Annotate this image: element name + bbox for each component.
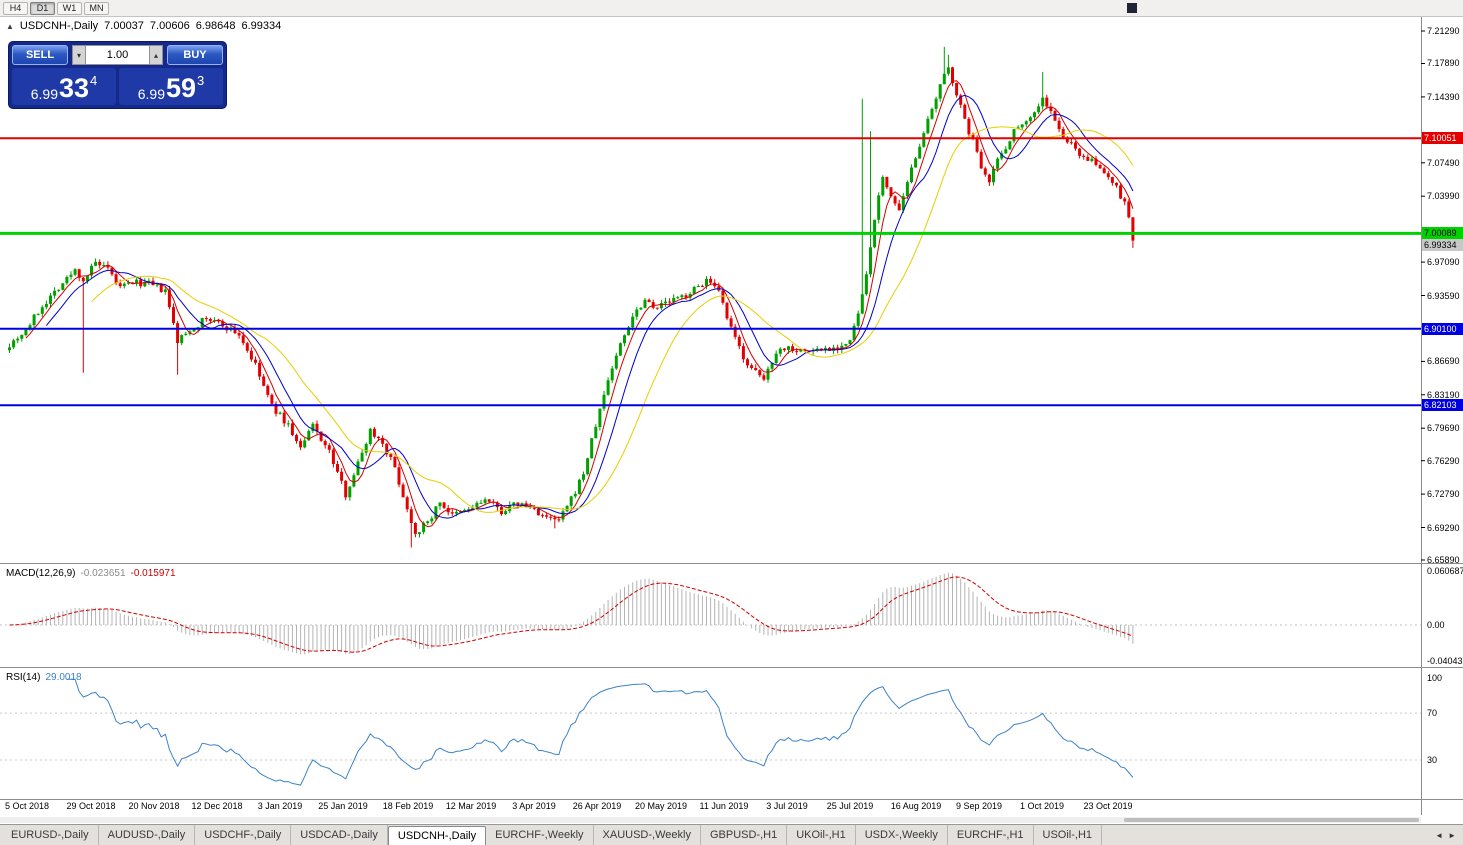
chart-tab-usdcnh-daily[interactable]: USDCNH-,Daily — [387, 826, 487, 845]
buy-price-pip-digit: 3 — [197, 73, 205, 88]
sell-price-display[interactable]: 6.99 33 4 — [12, 68, 116, 105]
symbol-timeframe-label: USDCNH-,Daily — [19, 20, 99, 32]
sell-price-pip-digit: 4 — [90, 73, 98, 88]
chart-tabs: EURUSD-,Daily AUDUSD-,Daily USDCHF-,Daily U… — [0, 825, 1428, 845]
chart-tab-usdcad-daily[interactable]: USDCAD-,Daily — [291, 825, 388, 845]
horizontal-scrollbar[interactable] — [0, 817, 1421, 823]
timeframe-button-d1[interactable]: D1 — [30, 1, 55, 15]
tab-scroll-right-icon[interactable]: ► — [1448, 830, 1456, 840]
rsi-indicator-label: RSI(14) 29.0018 — [6, 672, 82, 683]
sell-button[interactable]: SELL — [12, 45, 68, 65]
macd-indicator-label: MACD(12,26,9) -0.023651 -0.015971 — [6, 568, 176, 579]
ohlc-close-value: 6.99334 — [241, 20, 282, 32]
chart-tab-audusd-daily[interactable]: AUDUSD-,Daily — [99, 825, 196, 845]
chart-tab-eurchf-h1[interactable]: EURCHF-,H1 — [948, 825, 1034, 845]
chart-tab-bar: EURUSD-,Daily AUDUSD-,Daily USDCHF-,Daily U… — [0, 824, 1463, 845]
chart-tab-usdx-weekly[interactable]: USDX-,Weekly — [856, 825, 948, 845]
timeframe-toolbar: H4 D1 W1 MN — [0, 0, 1463, 17]
buy-price-display[interactable]: 6.99 59 3 — [119, 68, 223, 105]
ohlc-low-value: 6.98648 — [195, 20, 236, 32]
buy-button[interactable]: BUY — [167, 45, 223, 65]
chart-tab-gbpusd-h1[interactable]: GBPUSD-,H1 — [701, 825, 788, 845]
chart-tab-ukoil-h1[interactable]: UKOil-,H1 — [787, 825, 856, 845]
volume-stepper: ▾ 1.00 ▴ — [72, 45, 163, 65]
buy-price-main-digits: 59 — [165, 73, 197, 104]
rsi-name: RSI(14) — [6, 672, 41, 683]
chart-tab-eurusd-daily[interactable]: EURUSD-,Daily — [2, 825, 99, 845]
price-chart-canvas[interactable] — [0, 17, 1463, 816]
chart-tab-eurchf-weekly[interactable]: EURCHF-,Weekly — [486, 825, 594, 845]
chart-tab-usdchf-daily[interactable]: USDCHF-,Daily — [195, 825, 292, 845]
scrollbar-thumb[interactable] — [1124, 818, 1419, 822]
collapse-chart-icon[interactable]: ▲ — [6, 21, 14, 31]
rsi-value: 29.0018 — [45, 672, 82, 683]
macd-name: MACD(12,26,9) — [6, 568, 76, 579]
chart-shift-icon[interactable] — [1127, 3, 1137, 13]
trade-panel-controls: SELL ▾ 1.00 ▴ BUY — [12, 45, 223, 65]
buy-price-prefix: 6.99 — [137, 85, 165, 102]
tab-scroll-controls: ◄ ► — [1428, 825, 1463, 845]
chart-tab-usoil-h1[interactable]: USOil-,H1 — [1034, 825, 1103, 845]
volume-input[interactable]: 1.00 — [86, 45, 149, 65]
one-click-trading-panel: SELL ▾ 1.00 ▴ BUY 6.99 33 4 6.99 59 3 — [8, 41, 227, 109]
trade-panel-prices: 6.99 33 4 6.99 59 3 — [12, 68, 223, 105]
timeframe-button-group: H4 D1 W1 MN — [3, 1, 109, 15]
timeframe-button-mn[interactable]: MN — [84, 1, 109, 15]
sell-price-prefix: 6.99 — [30, 85, 58, 102]
ohlc-open-value: 7.00037 — [104, 20, 144, 32]
tab-scroll-left-icon[interactable]: ◄ — [1435, 830, 1444, 840]
macd-main-value: -0.023651 — [80, 568, 126, 579]
timeframe-button-w1[interactable]: W1 — [57, 1, 82, 15]
ohlc-high-value: 7.00606 — [149, 20, 190, 32]
chart-symbol-header: ▲ USDCNH-,Daily 7.00037 7.00606 6.98648 … — [6, 20, 281, 32]
macd-signal-value: -0.015971 — [130, 568, 176, 579]
chart-area[interactable]: 7.21290 7.17890 7.14390 7.07490 7.03990 6.970… — [0, 17, 1463, 824]
volume-increase-button[interactable]: ▴ — [149, 45, 163, 65]
timeframe-button-h4[interactable]: H4 — [3, 1, 28, 15]
volume-decrease-button[interactable]: ▾ — [72, 45, 86, 65]
chart-tab-xauusd-weekly[interactable]: XAUUSD-,Weekly — [594, 825, 701, 845]
sell-price-main-digits: 33 — [58, 73, 90, 104]
